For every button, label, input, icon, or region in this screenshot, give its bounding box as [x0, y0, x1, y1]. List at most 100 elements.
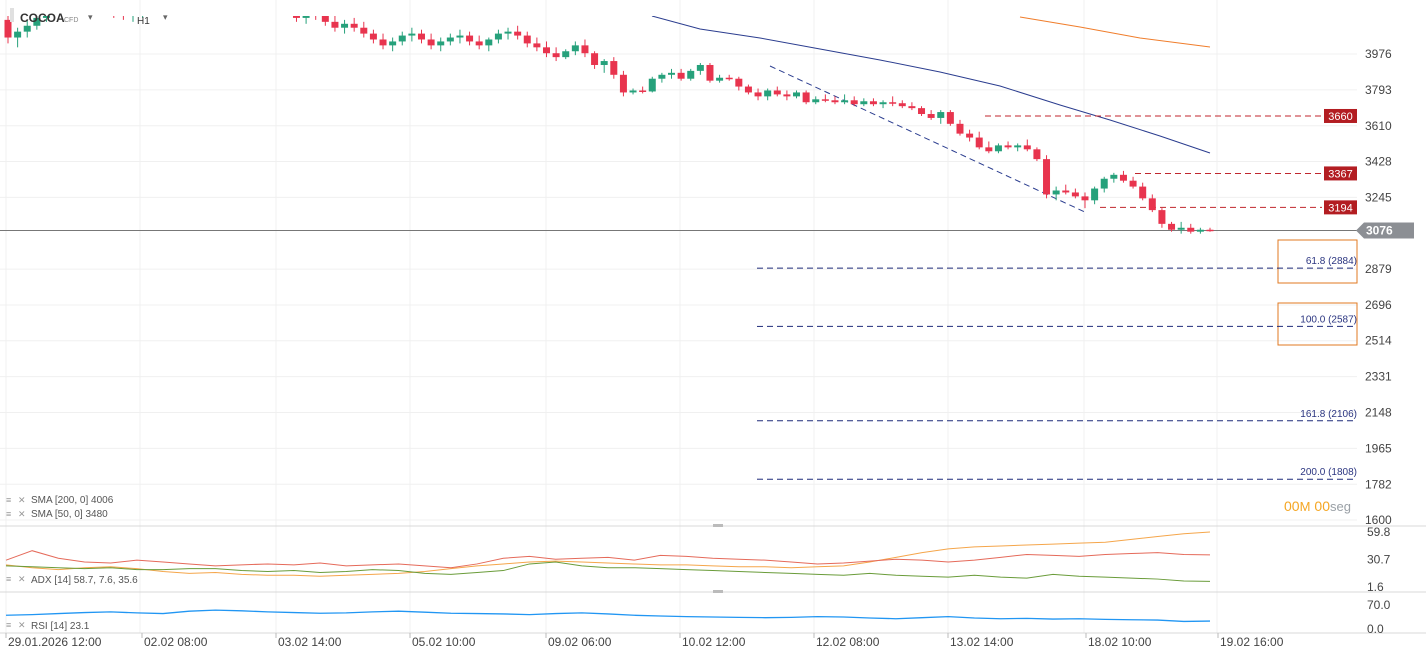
symbol-label[interactable]: COCOA [20, 11, 65, 25]
candle-body [716, 77, 724, 81]
candle-body [321, 16, 329, 22]
candle-body [619, 74, 627, 93]
price-tick-label: 1600 [1365, 513, 1392, 527]
candle-body [975, 137, 983, 148]
candle-body [149, 2, 156, 10]
close-icon[interactable]: ✕ [18, 620, 26, 630]
time-tick-label: 02.02 08:00 [144, 635, 208, 649]
candle-body [629, 90, 637, 93]
settings-icon[interactable]: ≡ [6, 574, 11, 584]
level-tag [1324, 108, 1357, 123]
candle-body [178, 2, 185, 6]
price-tick-label: 3610 [1365, 119, 1392, 133]
candle-body [485, 39, 493, 46]
candle-body [264, 0, 271, 2]
level-tag [1324, 200, 1357, 215]
instrument-type-label: CFD [64, 17, 78, 24]
current-price-tag [1356, 222, 1414, 239]
candle-body [62, 0, 69, 2]
candle-body [331, 21, 339, 28]
fib-target-box [1277, 302, 1358, 346]
price-tick-label: 1965 [1365, 441, 1392, 455]
candle-body [937, 112, 945, 118]
candle-body [1100, 178, 1108, 189]
candle-body [514, 31, 522, 36]
candle-body [4, 19, 12, 38]
time-tick-label: 10.02 12:00 [682, 635, 746, 649]
candle-body [130, 14, 137, 16]
settings-icon[interactable]: ≡ [6, 495, 11, 505]
candle-body [831, 100, 839, 103]
timeframe-label[interactable]: H1 [137, 16, 150, 27]
price-tags: 3076 3660 3367 3194 [1324, 108, 1414, 239]
fib-label: 200.0 (1808) [1300, 467, 1357, 478]
candle-body [1139, 186, 1147, 199]
timeframe-dropdown-icon[interactable]: ▾ [163, 12, 168, 22]
candle-body [668, 72, 676, 75]
candle-body [23, 25, 31, 32]
candle-body [639, 90, 647, 92]
symbol-dropdown-icon[interactable]: ▾ [88, 12, 93, 22]
candle-body [168, 0, 175, 2]
settings-icon[interactable]: ≡ [6, 620, 11, 630]
candle-body [408, 33, 416, 36]
close-icon[interactable]: ✕ [18, 509, 26, 519]
candle-body [552, 53, 560, 58]
time-tick-label: 19.02 16:00 [1220, 635, 1284, 649]
candle-body [1014, 145, 1022, 148]
candle-body [1129, 180, 1137, 187]
candle-body [350, 23, 358, 28]
candle-body [542, 47, 550, 54]
fib-label: 100.0 (2587) [1300, 314, 1357, 325]
minus-di-line [5, 550, 1211, 569]
candle-body [466, 35, 474, 42]
candle-body [1091, 188, 1099, 201]
candle-body [658, 74, 666, 79]
time-tick-label: 05.02 10:00 [412, 635, 476, 649]
time-tick-label: 12.02 08:00 [816, 635, 880, 649]
candle-body [101, 0, 108, 8]
candle-body [1071, 192, 1079, 197]
trend-line [769, 65, 1088, 214]
rsi-panel: 70.0 0.0 [5, 598, 1391, 636]
candle-body [398, 35, 406, 42]
fib-label: 161.8 (2106) [1300, 409, 1357, 420]
overlay-lines [0, 16, 1357, 232]
candle-body [744, 86, 752, 93]
candle-body [706, 64, 714, 81]
close-icon[interactable]: ✕ [18, 574, 26, 584]
sma50-label: SMA [50, 0] 3480 [31, 509, 108, 520]
rsi-tick-label: 0.0 [1367, 622, 1384, 636]
candle-body [725, 77, 733, 80]
candle-body [841, 100, 849, 103]
candle-body [302, 16, 310, 18]
sma50-legend: ≡ ✕ SMA [50, 0] 3480 [6, 509, 108, 520]
candle-body [994, 145, 1002, 152]
candle-body [648, 78, 656, 92]
candlestick-series [4, 0, 1214, 234]
candle-body [812, 99, 820, 103]
close-icon[interactable]: ✕ [18, 495, 26, 505]
candle-body [562, 51, 570, 58]
level-tag-value: 3194 [1328, 202, 1352, 214]
settings-icon[interactable]: ≡ [6, 509, 11, 519]
grid-lines [0, 0, 1426, 634]
level-tag [1324, 166, 1357, 181]
price-tick-label: 3793 [1365, 83, 1392, 97]
panel-resize-handle [713, 590, 723, 593]
price-tick-label: 3976 [1365, 47, 1392, 61]
candle-body [1187, 227, 1195, 232]
candle-body [187, 6, 194, 10]
candle-body [591, 53, 599, 65]
candle-body [687, 70, 695, 79]
candle-body [1168, 223, 1176, 230]
candle-body [274, 2, 281, 4]
candle-body [966, 133, 974, 138]
candle-body [610, 61, 618, 75]
sma200-label: SMA [200, 0] 4006 [31, 495, 114, 506]
time-tick-label: 13.02 14:00 [950, 635, 1014, 649]
candle-body [1081, 196, 1089, 201]
candle-body [1158, 210, 1166, 224]
time-tick-label: 09.02 06:00 [548, 635, 612, 649]
